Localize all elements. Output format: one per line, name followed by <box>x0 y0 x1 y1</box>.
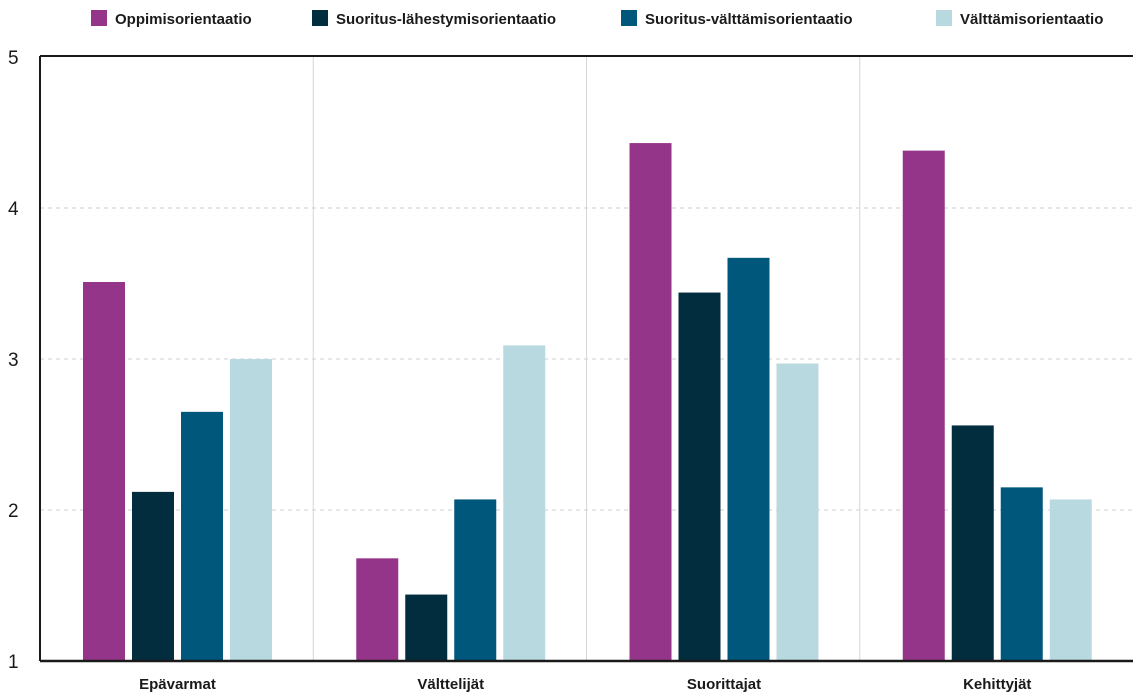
bar <box>678 292 721 661</box>
legend-label: Oppimisorientaatio <box>115 11 252 28</box>
category-labels: Epävarmat Välttelijät Suorittajat Kehittyjä… <box>139 676 1031 693</box>
legend-item: Suoritus-lähestymisorientaatio <box>312 10 556 28</box>
bars <box>83 143 1092 661</box>
bar <box>503 345 546 661</box>
bar <box>1000 487 1043 661</box>
category-separators <box>312 57 861 661</box>
category-label: Kehittyjät <box>963 676 1031 693</box>
legend: Oppimisorientaatio Suoritus-lähestymisori… <box>91 10 1103 28</box>
legend-label: Suoritus-lähestymisorientaatio <box>336 11 556 28</box>
legend-item: Välttämisorientaatio <box>936 10 1103 28</box>
bar <box>454 499 497 661</box>
legend-swatch <box>621 10 637 26</box>
legend-swatch <box>936 10 952 26</box>
y-tick-label: 3 <box>8 350 19 371</box>
category-label: Epävarmat <box>139 676 216 693</box>
bar <box>356 558 399 661</box>
bar <box>83 281 125 661</box>
bar <box>405 594 448 661</box>
bar <box>951 425 994 661</box>
category-label: Suorittajat <box>687 676 761 693</box>
bar <box>776 363 819 661</box>
legend-label: Välttämisorientaatio <box>960 11 1103 28</box>
legend-label: Suoritus-välttämisorientaatio <box>645 11 853 28</box>
legend-item: Suoritus-välttämisorientaatio <box>621 10 853 28</box>
category-label: Välttelijät <box>417 676 484 693</box>
axes <box>39 55 1133 663</box>
bar <box>902 150 945 661</box>
y-tick-labels: 1 2 3 4 5 <box>8 48 19 673</box>
bar <box>230 359 272 661</box>
legend-swatch <box>312 10 328 26</box>
legend-item: Oppimisorientaatio <box>91 10 252 28</box>
bar <box>1049 499 1092 661</box>
bar <box>629 143 672 661</box>
y-tick-label: 4 <box>8 199 19 220</box>
y-tick-label: 2 <box>8 501 19 522</box>
legend-swatch <box>91 10 107 26</box>
y-tick-label: 5 <box>8 48 19 69</box>
bar <box>727 257 770 661</box>
bar <box>181 411 223 661</box>
y-tick-label: 1 <box>8 652 19 673</box>
bar <box>132 491 174 661</box>
